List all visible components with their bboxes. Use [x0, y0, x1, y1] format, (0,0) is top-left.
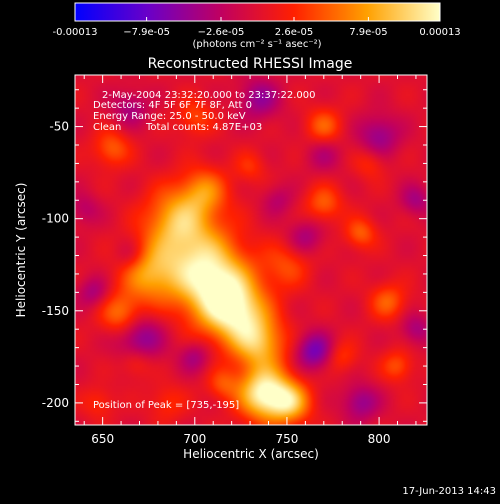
plot-frame	[74, 74, 428, 426]
x-tick-label: 700	[183, 432, 206, 446]
annotation-peak-position: Position of Peak = [735,-195]	[93, 400, 239, 411]
annotation-time-range: 2-May-2004 23:32:20.000 to 23:37:22.000	[102, 90, 315, 101]
y-tick-label: -50	[49, 120, 69, 134]
axis-ticks: 650 700 750 800 -50 -100 -150 -200	[42, 75, 427, 446]
x-axis-label: Heliocentric X (arcsec)	[183, 447, 319, 461]
annotation-detectors: Detectors: 4F 5F 6F 7F 8F, Att 0	[93, 100, 252, 111]
annotation-energy-range: Energy Range: 25.0 - 50.0 keV	[93, 111, 246, 122]
y-axis-label: Heliocentric Y (arcsec)	[14, 183, 28, 318]
timestamp: 17-Jun-2013 14:43	[402, 486, 496, 497]
x-tick-label: 800	[368, 432, 391, 446]
colorbar-tick-label: -0.00013	[53, 27, 98, 38]
colorbar-tick-label: 7.9e-05	[349, 27, 387, 38]
y-tick-label: -200	[42, 396, 69, 410]
plot-area: 650 700 750 800 -50 -100 -150 -200	[42, 74, 428, 446]
annotation-method: Clean	[93, 122, 121, 133]
colorbar-ticks: -0.00013 −7.9e-05 −2.6e-05 2.6e-05 7.9e-05 0.…	[53, 17, 461, 38]
annotations: 2-May-2004 23:32:20.000 to 23:37:22.000 …	[93, 90, 315, 411]
x-tick-label: 750	[275, 432, 298, 446]
y-tick-label: -100	[42, 212, 69, 226]
colorbar-tick-label: −7.9e-05	[123, 27, 170, 38]
chart-title: Reconstructed RHESSI Image	[148, 56, 353, 72]
colorbar-gradient	[74, 2, 441, 22]
colorbar-unit-label: (photons cm⁻² s⁻¹ asec⁻²)	[192, 39, 321, 50]
colorbar-tick-label: 0.00013	[419, 27, 460, 38]
x-tick-label: 650	[91, 432, 114, 446]
y-tick-label: -150	[42, 304, 69, 318]
colorbar: -0.00013 −7.9e-05 −2.6e-05 2.6e-05 7.9e-05 0.…	[53, 2, 461, 50]
heatmap-image	[75, 75, 427, 425]
annotation-total-counts: Total counts: 4.87E+03	[145, 122, 262, 133]
colorbar-tick-label: −2.6e-05	[198, 27, 245, 38]
colorbar-tick-label: 2.6e-05	[275, 27, 313, 38]
